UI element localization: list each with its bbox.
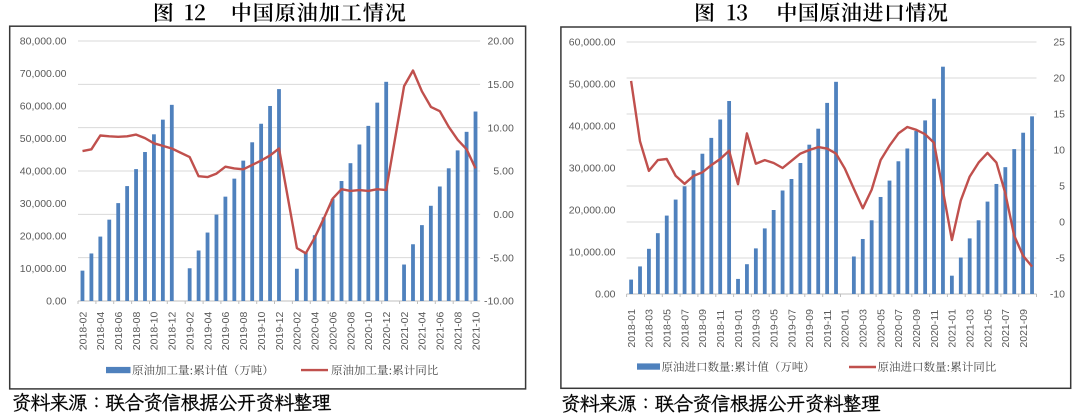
svg-text:2019-11: 2019-11	[822, 310, 834, 348]
svg-text:2018-11: 2018-11	[715, 310, 727, 348]
svg-text:25: 25	[1053, 37, 1065, 49]
svg-text:70,000.00: 70,000.00	[20, 68, 67, 80]
svg-text:2021-08: 2021-08	[453, 312, 465, 351]
svg-text:2020-03: 2020-03	[858, 309, 870, 348]
svg-text:2019-07: 2019-07	[786, 309, 798, 348]
svg-text:-5: -5	[1056, 253, 1065, 265]
svg-text:2021-03: 2021-03	[965, 309, 977, 348]
svg-text:2019-05: 2019-05	[769, 309, 781, 348]
svg-text:2019-09: 2019-09	[804, 309, 816, 348]
svg-text:2018-02: 2018-02	[77, 312, 89, 351]
svg-text:20: 20	[1053, 73, 1065, 85]
svg-text:0.00: 0.00	[46, 296, 67, 308]
svg-text:2021-06: 2021-06	[435, 312, 447, 351]
svg-text:20,000.00: 20,000.00	[569, 205, 616, 217]
svg-text:2018-07: 2018-07	[679, 309, 691, 348]
svg-text:50,000.00: 50,000.00	[569, 79, 616, 91]
svg-text:15: 15	[1053, 109, 1065, 121]
svg-text:0: 0	[1059, 217, 1065, 229]
svg-text:2020-11: 2020-11	[929, 310, 941, 348]
svg-text:80,000.00: 80,000.00	[20, 36, 67, 48]
svg-text:2020-08: 2020-08	[345, 312, 357, 351]
svg-text:2021-07: 2021-07	[1000, 309, 1012, 348]
svg-text:2019-02: 2019-02	[185, 312, 197, 351]
svg-text:10.00: 10.00	[488, 122, 514, 134]
svg-text:2019-03: 2019-03	[751, 309, 763, 348]
svg-text:40,000.00: 40,000.00	[20, 166, 67, 178]
svg-text:30,000.00: 30,000.00	[569, 163, 616, 175]
svg-text:0.00: 0.00	[493, 209, 514, 221]
svg-text:2020-01: 2020-01	[840, 309, 852, 348]
svg-text:2018-04: 2018-04	[95, 312, 107, 351]
svg-text:15.00: 15.00	[488, 79, 514, 91]
svg-text:2018-10: 2018-10	[149, 312, 161, 351]
svg-text:20,000.00: 20,000.00	[20, 231, 67, 243]
svg-text:-5.00: -5.00	[490, 252, 514, 264]
svg-text:5.00: 5.00	[493, 166, 514, 178]
svg-text:2020-06: 2020-06	[327, 312, 339, 351]
svg-text:2019-12: 2019-12	[274, 312, 286, 351]
svg-text:2019-01: 2019-01	[733, 309, 745, 348]
svg-text:2021-05: 2021-05	[982, 309, 994, 348]
svg-text:2018-06: 2018-06	[113, 312, 125, 351]
svg-text:0.00: 0.00	[595, 289, 616, 301]
svg-text:20.00: 20.00	[488, 36, 514, 48]
svg-text:2020-04: 2020-04	[310, 312, 322, 351]
svg-text:2018-08: 2018-08	[131, 312, 143, 351]
svg-text:60,000.00: 60,000.00	[20, 101, 67, 113]
svg-text:2020-09: 2020-09	[911, 309, 923, 348]
svg-text:40,000.00: 40,000.00	[569, 121, 616, 133]
svg-text:2018-12: 2018-12	[167, 312, 179, 351]
svg-text:2020-05: 2020-05	[875, 309, 887, 348]
svg-text:-10: -10	[1050, 289, 1065, 301]
svg-text:60,000.00: 60,000.00	[569, 37, 616, 49]
svg-text:2021-10: 2021-10	[470, 312, 482, 351]
svg-text:10: 10	[1053, 145, 1065, 157]
svg-text:2021-04: 2021-04	[417, 312, 429, 351]
svg-text:2018-01: 2018-01	[626, 309, 638, 348]
svg-text:2019-04: 2019-04	[202, 312, 214, 351]
svg-text:2019-06: 2019-06	[220, 312, 232, 351]
svg-text:-10.00: -10.00	[484, 296, 514, 308]
svg-text:30,000.00: 30,000.00	[20, 198, 67, 210]
svg-text:2018-05: 2018-05	[662, 309, 674, 348]
svg-text:2018-03: 2018-03	[644, 309, 656, 348]
svg-text:2021-02: 2021-02	[399, 312, 411, 351]
svg-text:10,000.00: 10,000.00	[20, 263, 67, 275]
svg-text:2018-09: 2018-09	[697, 309, 709, 348]
svg-text:50,000.00: 50,000.00	[20, 133, 67, 145]
svg-text:2021-09: 2021-09	[1018, 309, 1030, 348]
svg-text:2021-01: 2021-01	[947, 309, 959, 348]
svg-text:2020-12: 2020-12	[381, 312, 393, 351]
svg-text:2020-10: 2020-10	[363, 312, 375, 351]
svg-text:10,000.00: 10,000.00	[569, 247, 616, 259]
svg-text:2019-10: 2019-10	[256, 312, 268, 351]
svg-text:5: 5	[1059, 181, 1065, 193]
svg-text:2019-08: 2019-08	[238, 312, 250, 351]
svg-text:2020-02: 2020-02	[292, 312, 304, 351]
svg-text:2020-07: 2020-07	[893, 309, 905, 348]
